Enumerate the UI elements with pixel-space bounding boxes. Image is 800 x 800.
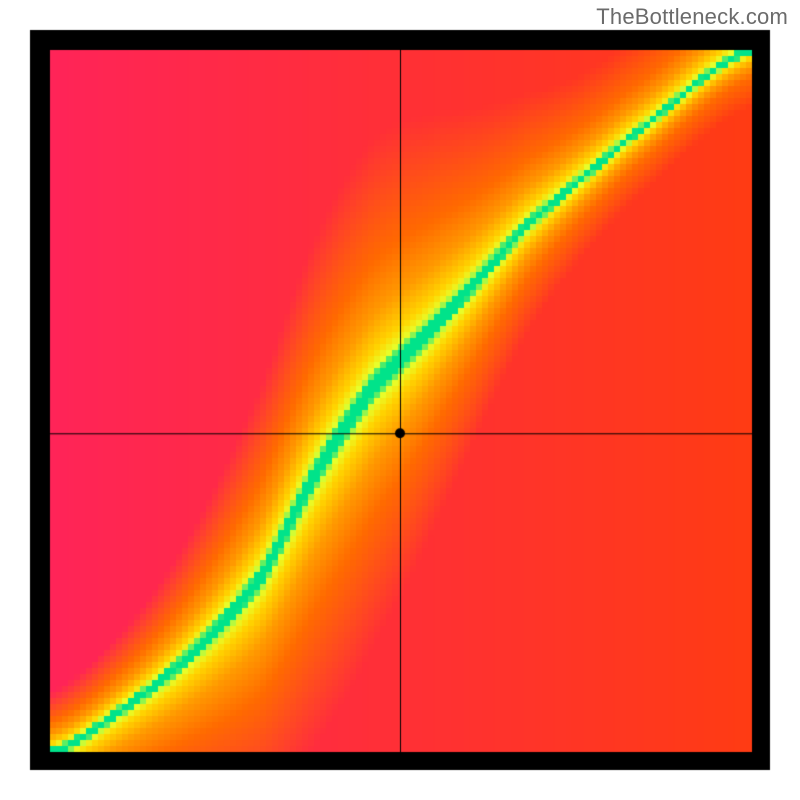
bottleneck-heatmap: [0, 0, 800, 800]
attribution-text: TheBottleneck.com: [596, 4, 788, 30]
